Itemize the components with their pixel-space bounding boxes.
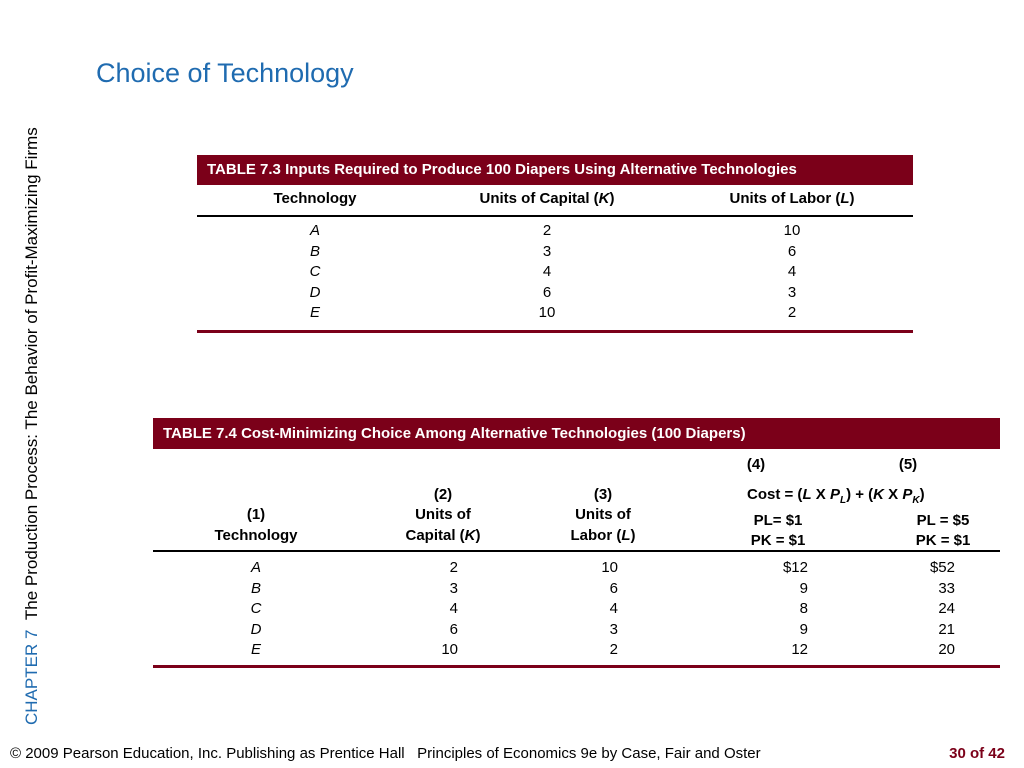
table-header-row: (1) Technology (2) Units of Capital (K) … xyxy=(153,449,1000,552)
footer-credits: © 2009 Pearson Education, Inc. Publishin… xyxy=(10,745,761,762)
cost-formula: Cost = (L X PL) + (K X PK) xyxy=(747,486,925,506)
col-technology: Technology xyxy=(273,190,357,207)
sidebar: CHAPTER 7 The Production Process: The Be… xyxy=(0,0,44,768)
col-capital: Units of Capital (K) xyxy=(479,190,615,207)
col2-line1: Units of xyxy=(415,506,471,523)
col5-num: (5) xyxy=(898,456,918,473)
table-row: E 10 2 12 20 xyxy=(250,641,955,658)
book-title: Principles of Economics 9e by Case, Fair… xyxy=(417,745,761,762)
col5-pl: PL = $5 xyxy=(916,512,970,529)
table-row: D 6 3 9 21 xyxy=(250,620,955,638)
page-number: 30 of 42 xyxy=(949,745,1005,762)
chapter-subtitle: The Production Process: The Behavior of … xyxy=(22,127,41,621)
col3-num: (3) xyxy=(593,486,613,503)
table-row: A 2 10 $12 $52 xyxy=(250,559,955,576)
table-row: C 4 4 8 24 xyxy=(250,600,955,617)
table-row: A 2 10 xyxy=(309,222,801,239)
col5-pk: PK = $1 xyxy=(915,532,971,549)
table-caption: TABLE 7.4 Cost-Minimizing Choice Among A… xyxy=(153,418,1000,449)
col4-pk: PK = $1 xyxy=(750,532,806,549)
table-caption: TABLE 7.3 Inputs Required to Produce 100… xyxy=(197,155,913,185)
col1-num: (1) xyxy=(246,506,266,523)
table-row: B 3 6 9 33 xyxy=(250,579,955,597)
copyright: © 2009 Pearson Education, Inc. Publishin… xyxy=(10,745,405,762)
col3-line2: Labor (L) xyxy=(570,527,636,544)
col3-line1: Units of xyxy=(575,506,631,523)
col4-pl: PL= $1 xyxy=(753,512,803,529)
table-row: E 10 2 xyxy=(309,304,797,321)
col4-num: (4) xyxy=(746,456,766,473)
col2-num: (2) xyxy=(433,486,453,503)
table-7-4: TABLE 7.4 Cost-Minimizing Choice Among A… xyxy=(153,418,1000,668)
table-body: A 2 10 $12 $52 B 3 6 9 33 C 4 4 8 24 D 6 3 9 21 E 10 2 12 20 xyxy=(153,552,1000,668)
table-header-row: Technology Units of Capital (K) Units of… xyxy=(197,185,913,217)
chapter-label: CHAPTER 7 The Production Process: The Be… xyxy=(22,127,42,725)
col-labor: Units of Labor (L) xyxy=(729,190,855,207)
slide-title: Choice of Technology xyxy=(96,58,354,88)
col1-label: Technology xyxy=(214,527,298,544)
chapter-number: CHAPTER 7 xyxy=(22,629,41,725)
table-7-3: TABLE 7.3 Inputs Required to Produce 100… xyxy=(197,155,913,333)
col2-line2: Capital (K) xyxy=(405,527,481,544)
